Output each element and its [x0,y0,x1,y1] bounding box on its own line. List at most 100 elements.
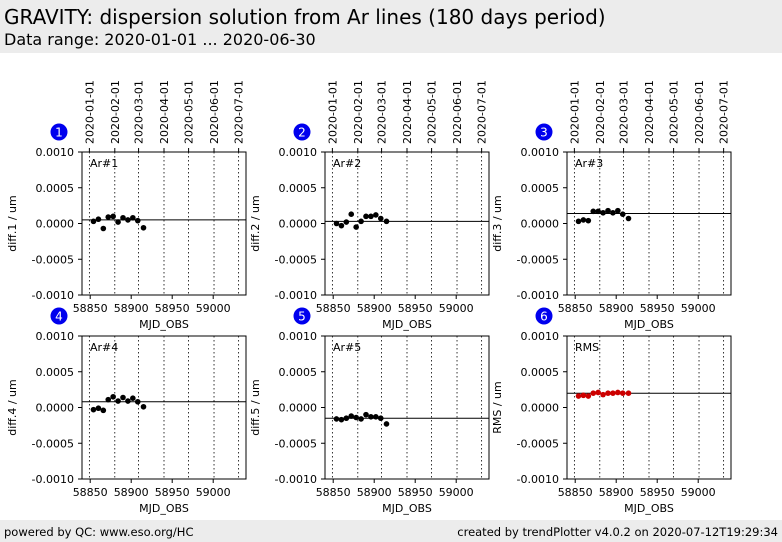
x-axis-label: MJD_OBS [139,502,189,515]
x-axis-label: MJD_OBS [624,318,674,331]
x-tick-label: 58950 [398,486,433,499]
y-tick-label: 0.0005 [521,366,560,379]
data-point [348,413,355,419]
plot-number-badge-label: 1 [55,126,63,140]
y-tick-label: 0.0000 [279,218,318,231]
x-tick-label: 58950 [155,486,190,499]
data-point [615,389,621,396]
top-date-label: 2020-01-01 [568,80,581,144]
data-point [368,413,374,420]
data-point [130,214,136,221]
data-point [333,416,340,422]
y-tick-label: 0.0000 [521,218,560,231]
data-point [343,415,350,422]
top-date-label: 2020-05-01 [183,80,196,144]
data-point [610,390,616,397]
series-label: Ar#2 [333,157,361,170]
data-point [600,391,606,398]
series-label: RMS [575,341,599,354]
data-point [600,209,606,216]
data-point [580,392,587,399]
y-tick-label: -0.0010 [517,289,559,302]
data-point [110,393,116,400]
x-tick-label: 58850 [73,486,108,499]
data-point [343,219,350,225]
x-tick-label: 58950 [640,302,675,315]
page-subtitle: Data range: 2020-01-01 ... 2020-06-30 [4,30,316,49]
top-date-label: 2020-06-01 [693,80,706,144]
y-tick-label: 0.0000 [36,402,75,415]
data-point [590,208,597,215]
x-tick-label: 59000 [681,302,716,315]
y-axis-label: diff.3 / um [491,195,504,252]
data-point [353,224,359,230]
y-axis-label: diff.2 / um [249,195,262,252]
x-tick-label: 58950 [398,302,433,315]
top-date-label: 2020-01-01 [326,80,339,144]
y-tick-label: 0.0000 [279,402,318,415]
data-point [377,415,384,422]
data-point [590,390,597,397]
data-point [368,213,374,220]
data-point [619,211,626,218]
y-axis-label: RMS / um [491,381,504,434]
plot-number-badge-label: 6 [540,310,548,324]
data-point [105,214,112,220]
x-tick-label: 58850 [558,486,593,499]
data-point [115,398,121,404]
data-point [575,218,582,225]
data-point [105,396,112,403]
data-point [100,407,107,414]
data-point [358,218,364,225]
y-tick-label: -0.0005 [32,437,74,450]
top-date-label: 2020-03-01 [618,80,631,144]
y-tick-label: 0.0005 [36,366,75,379]
data-point [605,207,611,214]
x-axis-label: MJD_OBS [139,318,189,331]
x-axis-label: MJD_OBS [624,502,674,515]
series-label: Ar#1 [90,157,118,170]
y-tick-label: 0.0010 [521,146,560,159]
data-point [377,215,384,222]
x-axis-label: MJD_OBS [382,502,432,515]
data-point [100,225,107,232]
data-point [95,216,102,223]
x-tick-label: 58950 [640,486,675,499]
plot-number-badge [535,307,553,325]
data-point [333,220,340,227]
x-tick-label: 58900 [357,486,392,499]
data-point [125,398,131,404]
x-tick-label: 59000 [681,486,716,499]
top-date-label: 2020-05-01 [426,80,439,144]
top-date-label: 2020-01-01 [83,80,96,144]
data-point [585,217,592,224]
top-date-label: 2020-04-01 [158,80,171,144]
series-label: Ar#4 [90,341,118,354]
data-point [625,215,632,222]
y-tick-label: 0.0010 [279,330,318,343]
data-point [373,413,379,420]
data-point [615,207,621,214]
top-date-label: 2020-07-01 [718,80,731,144]
y-tick-label: 0.0010 [521,330,560,343]
plot-number-badge-label: 5 [298,310,306,324]
data-point [140,403,147,410]
data-point [610,209,616,216]
x-tick-label: 58900 [114,486,149,499]
data-point [115,219,121,225]
data-point [90,406,97,413]
x-tick-label: 58850 [73,302,108,315]
y-axis-label: diff.4 / um [6,379,19,436]
data-point [363,411,369,418]
y-tick-label: -0.0010 [32,473,74,486]
data-point [125,217,131,223]
y-axis-label: diff.1 / um [6,195,19,252]
data-point [383,421,390,427]
plot-number-badge [293,123,311,141]
data-point [338,416,345,423]
data-point [358,416,364,422]
data-point [373,212,379,218]
y-tick-label: -0.0010 [275,289,317,302]
footer-credit: powered by QC: www.eso.org/HC [4,525,194,539]
data-point [140,224,147,231]
